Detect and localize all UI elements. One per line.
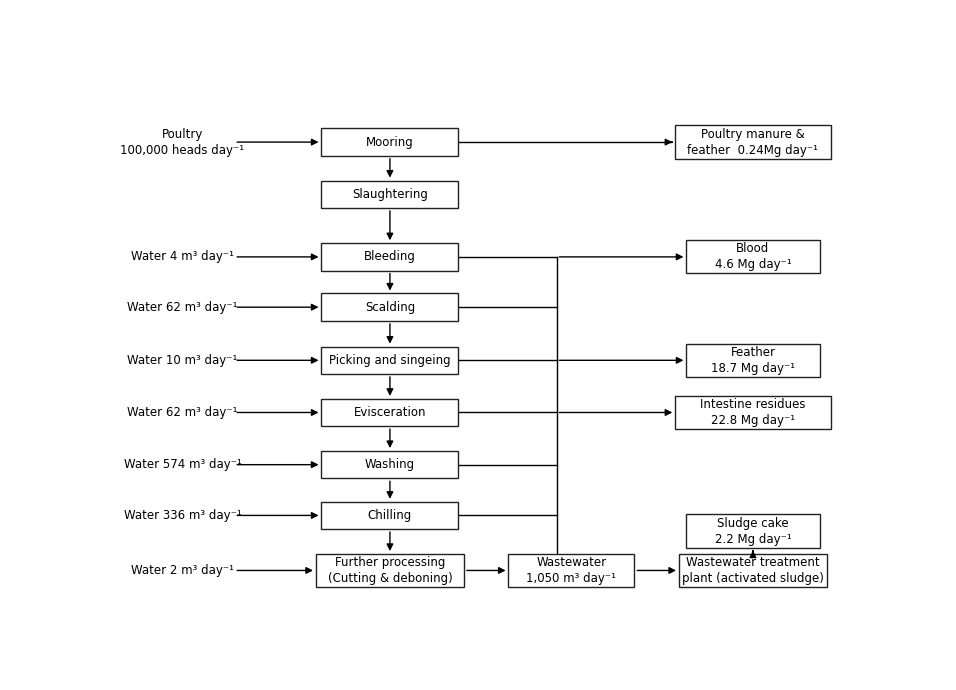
Text: Poultry
100,000 heads day⁻¹: Poultry 100,000 heads day⁻¹ xyxy=(120,128,245,157)
Text: Water 62 m³ day⁻¹: Water 62 m³ day⁻¹ xyxy=(127,301,238,314)
Text: Sludge cake
2.2 Mg day⁻¹: Sludge cake 2.2 Mg day⁻¹ xyxy=(714,517,792,546)
Bar xyxy=(321,451,459,478)
Bar xyxy=(321,293,459,321)
Bar xyxy=(321,502,459,529)
Text: Scalding: Scalding xyxy=(365,301,415,314)
Bar xyxy=(315,554,464,587)
Bar xyxy=(686,240,819,273)
Bar xyxy=(321,399,459,426)
Text: Further processing
(Cutting & deboning): Further processing (Cutting & deboning) xyxy=(328,556,452,585)
Text: Blood
4.6 Mg day⁻¹: Blood 4.6 Mg day⁻¹ xyxy=(714,242,792,271)
Text: Washing: Washing xyxy=(365,458,415,471)
Bar xyxy=(675,396,831,429)
Text: Water 2 m³ day⁻¹: Water 2 m³ day⁻¹ xyxy=(131,564,234,577)
Text: Wastewater treatment
plant (activated sludge): Wastewater treatment plant (activated sl… xyxy=(682,556,824,585)
Bar xyxy=(321,181,459,208)
Text: Water 4 m³ day⁻¹: Water 4 m³ day⁻¹ xyxy=(131,250,234,264)
Text: Mooring: Mooring xyxy=(366,136,414,148)
Text: Water 10 m³ day⁻¹: Water 10 m³ day⁻¹ xyxy=(127,354,238,367)
Text: Poultry manure &
feather  0.24Mg day⁻¹: Poultry manure & feather 0.24Mg day⁻¹ xyxy=(687,128,818,157)
Text: Water 336 m³ day⁻¹: Water 336 m³ day⁻¹ xyxy=(123,509,241,522)
Bar xyxy=(686,344,819,377)
Text: Bleeding: Bleeding xyxy=(364,250,416,264)
Bar xyxy=(321,346,459,374)
Text: Water 574 m³ day⁻¹: Water 574 m³ day⁻¹ xyxy=(123,458,242,471)
Bar xyxy=(679,554,827,587)
Text: Evisceration: Evisceration xyxy=(354,406,426,419)
Bar xyxy=(686,515,819,548)
Text: Water 62 m³ day⁻¹: Water 62 m³ day⁻¹ xyxy=(127,406,238,419)
Text: Wastewater
1,050 m³ day⁻¹: Wastewater 1,050 m³ day⁻¹ xyxy=(527,556,617,585)
Bar xyxy=(675,126,831,159)
Text: Feather
18.7 Mg day⁻¹: Feather 18.7 Mg day⁻¹ xyxy=(711,346,795,375)
Text: Intestine residues
22.8 Mg day⁻¹: Intestine residues 22.8 Mg day⁻¹ xyxy=(700,398,806,427)
Bar xyxy=(321,128,459,156)
Text: Slaughtering: Slaughtering xyxy=(352,188,428,201)
Bar xyxy=(321,243,459,270)
Text: Picking and singeing: Picking and singeing xyxy=(329,354,450,367)
Bar xyxy=(509,554,635,587)
Text: Chilling: Chilling xyxy=(368,509,412,522)
